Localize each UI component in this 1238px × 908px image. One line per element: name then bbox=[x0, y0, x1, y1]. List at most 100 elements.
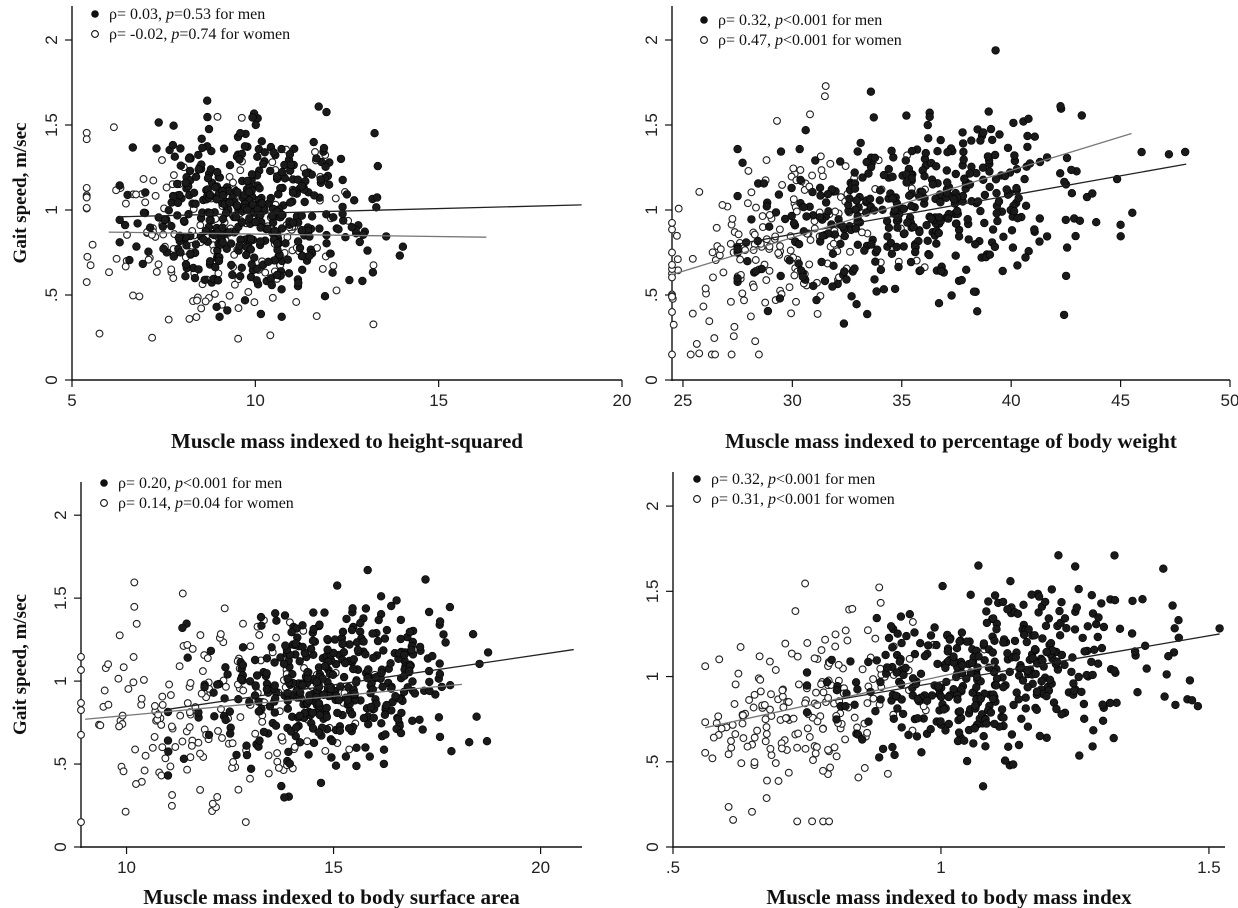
data-point-women bbox=[321, 746, 330, 755]
data-point-women bbox=[169, 274, 178, 283]
data-point-women bbox=[185, 723, 194, 732]
data-point-men bbox=[899, 242, 908, 251]
data-point-men bbox=[896, 612, 906, 621]
data-point-men bbox=[295, 738, 305, 747]
data-point-women bbox=[747, 188, 756, 197]
data-point-men bbox=[298, 251, 307, 260]
data-point-women bbox=[766, 744, 775, 753]
data-point-women bbox=[151, 191, 160, 200]
data-point-women bbox=[668, 308, 676, 316]
data-point-men bbox=[970, 240, 980, 249]
data-point-men bbox=[1031, 669, 1040, 679]
data-point-men bbox=[853, 147, 862, 156]
x-axis-label: Muscle mass indexed to percentage of bod… bbox=[725, 429, 1177, 453]
data-point-women bbox=[272, 633, 280, 642]
data-point-women bbox=[812, 688, 820, 697]
y-tick-label: 1.5 bbox=[642, 113, 661, 137]
data-point-women bbox=[857, 228, 866, 237]
data-point-women bbox=[752, 203, 760, 212]
data-point-men bbox=[256, 309, 266, 319]
legend-marker-filled bbox=[100, 479, 108, 487]
panel-3: 0 .5 1 1.5 2 10 15 20 Muscle mass indexed to bod… bbox=[10, 475, 582, 908]
data-point-men bbox=[762, 202, 771, 211]
data-point-men bbox=[295, 711, 304, 720]
data-point-women bbox=[104, 660, 113, 669]
data-point-men bbox=[799, 202, 808, 212]
data-point-men bbox=[212, 302, 221, 312]
data-point-men bbox=[378, 682, 387, 691]
data-point-men bbox=[333, 581, 342, 590]
data-point-men bbox=[1000, 756, 1010, 765]
data-point-women bbox=[82, 128, 91, 137]
data-point-women bbox=[158, 692, 167, 701]
data-point-men bbox=[373, 161, 382, 171]
data-point-men bbox=[368, 685, 377, 694]
data-point-men bbox=[144, 247, 153, 256]
data-point-men bbox=[906, 257, 916, 267]
data-point-men bbox=[1072, 603, 1082, 612]
data-point-men bbox=[382, 625, 392, 635]
data-point-men bbox=[372, 193, 382, 202]
data-point-men bbox=[395, 251, 404, 260]
data-point-men bbox=[1030, 225, 1039, 234]
data-point-women bbox=[701, 718, 710, 727]
data-point-women bbox=[171, 743, 180, 751]
data-point-men bbox=[1162, 670, 1171, 679]
data-point-women bbox=[139, 675, 148, 684]
legend-marker-open bbox=[91, 30, 99, 38]
data-point-women bbox=[745, 696, 754, 704]
series-men-points bbox=[163, 565, 493, 802]
data-point-women bbox=[183, 765, 192, 774]
data-point-men bbox=[1057, 650, 1067, 660]
data-point-women bbox=[86, 261, 95, 270]
data-point-men bbox=[1128, 208, 1137, 218]
data-point-men bbox=[415, 715, 424, 724]
data-point-women bbox=[760, 701, 769, 709]
data-point-women bbox=[905, 654, 914, 663]
data-point-men bbox=[386, 659, 395, 668]
data-point-women bbox=[225, 172, 234, 181]
data-point-men bbox=[329, 213, 338, 222]
data-point-men bbox=[853, 685, 862, 694]
data-point-men bbox=[839, 319, 849, 328]
data-point-men bbox=[330, 635, 340, 644]
data-point-men bbox=[176, 161, 186, 170]
data-point-women bbox=[876, 598, 885, 607]
data-point-men bbox=[893, 629, 902, 638]
data-point-women bbox=[771, 759, 780, 768]
data-point-men bbox=[852, 196, 861, 205]
data-point-men bbox=[961, 265, 971, 274]
data-point-men bbox=[1003, 742, 1013, 751]
data-point-women bbox=[130, 578, 139, 587]
data-point-men bbox=[817, 257, 826, 267]
data-point-men bbox=[181, 178, 191, 188]
data-point-women bbox=[705, 317, 714, 326]
data-point-women bbox=[749, 703, 758, 712]
data-point-women bbox=[784, 768, 793, 777]
data-point-men bbox=[915, 227, 924, 237]
data-point-men bbox=[1060, 660, 1069, 670]
data-point-women bbox=[216, 630, 225, 639]
data-point-men bbox=[184, 210, 193, 219]
y-tick-label: .5 bbox=[642, 288, 661, 302]
y-tick-label: 0 bbox=[42, 375, 61, 384]
data-point-men bbox=[890, 284, 900, 294]
data-point-women bbox=[826, 159, 835, 168]
data-point-men bbox=[178, 623, 187, 633]
data-point-women bbox=[290, 742, 299, 751]
x-tick-label: 10 bbox=[117, 858, 136, 877]
data-point-men bbox=[889, 714, 898, 723]
x-tick-label: 45 bbox=[1111, 391, 1130, 410]
data-point-men bbox=[851, 678, 861, 687]
data-point-men bbox=[377, 668, 386, 678]
data-point-men bbox=[342, 614, 351, 624]
data-point-men bbox=[809, 281, 818, 291]
data-point-men bbox=[828, 282, 837, 291]
data-point-men bbox=[226, 729, 235, 738]
data-point-men bbox=[964, 235, 973, 244]
data-point-men bbox=[870, 153, 880, 163]
data-point-men bbox=[333, 708, 342, 718]
data-point-men bbox=[288, 188, 298, 197]
data-point-women bbox=[743, 199, 752, 208]
data-point-men bbox=[879, 285, 889, 294]
